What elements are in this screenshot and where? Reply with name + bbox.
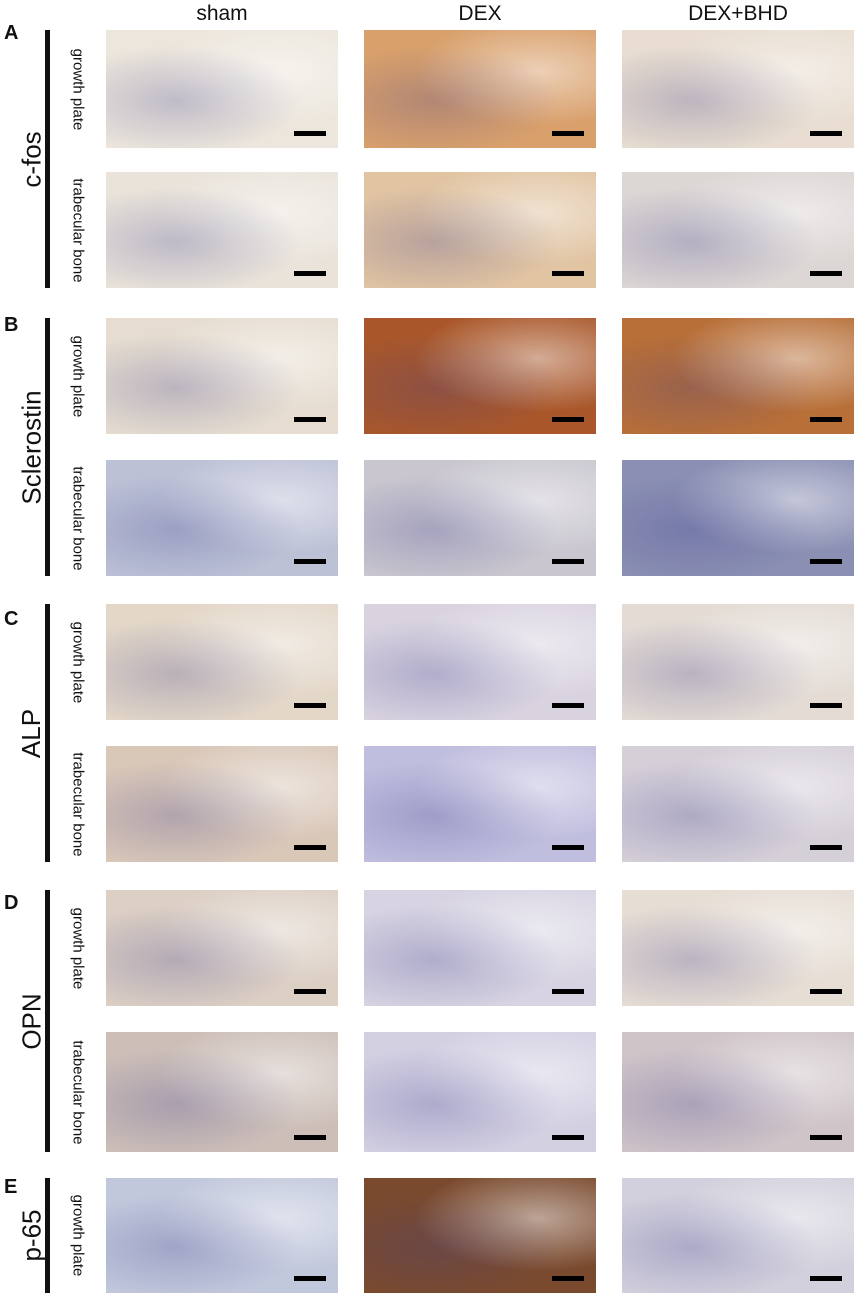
scale-bar xyxy=(294,1135,326,1140)
micrograph-c-fos-trabecular-bone-sham xyxy=(106,172,338,288)
scale-bar xyxy=(810,417,842,422)
panel-letter-a: A xyxy=(4,22,19,44)
micrograph-opn-trabecular-bone-dex-bhd xyxy=(622,1032,854,1152)
column-header-sham: sham xyxy=(196,2,248,25)
scale-bar xyxy=(294,559,326,564)
row-label-trabecular-bone: trabecular bone xyxy=(69,751,87,857)
scale-bar xyxy=(552,703,584,708)
scale-bar xyxy=(294,845,326,850)
row-label-growth-plate: growth plate xyxy=(69,335,87,417)
micrograph-alp-growth-plate-dex xyxy=(364,604,596,720)
scale-bar xyxy=(552,1276,584,1281)
micrograph-sclerostin-trabecular-bone-dex xyxy=(364,460,596,576)
micrograph-opn-growth-plate-dex xyxy=(364,890,596,1006)
micrograph-alp-trabecular-bone-sham xyxy=(106,746,338,862)
scale-bar xyxy=(294,703,326,708)
scale-bar xyxy=(294,131,326,136)
scale-bar xyxy=(552,131,584,136)
micrograph-opn-trabecular-bone-sham xyxy=(106,1032,338,1152)
micrograph-alp-growth-plate-sham xyxy=(106,604,338,720)
panel-divider-d xyxy=(45,890,50,1152)
micrograph-sclerostin-growth-plate-dex-bhd xyxy=(622,318,854,434)
panel-divider-b xyxy=(45,318,50,576)
micrograph-opn-trabecular-bone-dex xyxy=(364,1032,596,1152)
row-label-growth-plate: growth plate xyxy=(69,1194,87,1277)
scale-bar xyxy=(294,417,326,422)
micrograph-sclerostin-growth-plate-sham xyxy=(106,318,338,434)
scale-bar xyxy=(810,1276,842,1281)
micrograph-alp-trabecular-bone-dex-bhd xyxy=(622,746,854,862)
micrograph-alp-growth-plate-dex-bhd xyxy=(622,604,854,720)
scale-bar xyxy=(810,845,842,850)
scale-bar xyxy=(294,271,326,276)
scale-bar xyxy=(810,1135,842,1140)
micrograph-p-65-growth-plate-dex xyxy=(364,1178,596,1293)
row-label-growth-plate: growth plate xyxy=(69,621,87,703)
micrograph-sclerostin-growth-plate-dex xyxy=(364,318,596,434)
scale-bar xyxy=(552,417,584,422)
panel-divider-e xyxy=(45,1178,50,1293)
scale-bar xyxy=(810,131,842,136)
scale-bar xyxy=(552,845,584,850)
scale-bar xyxy=(294,989,326,994)
micrograph-sclerostin-trabecular-bone-dex-bhd xyxy=(622,460,854,576)
row-label-trabecular-bone: trabecular bone xyxy=(69,177,87,283)
scale-bar xyxy=(552,989,584,994)
panel-letter-e: E xyxy=(4,1176,18,1198)
row-label-growth-plate: growth plate xyxy=(69,907,87,989)
scale-bar xyxy=(810,989,842,994)
panel-divider-a xyxy=(45,30,50,288)
micrograph-p-65-growth-plate-dex-bhd xyxy=(622,1178,854,1293)
row-label-trabecular-bone: trabecular bone xyxy=(69,465,87,571)
scale-bar xyxy=(810,271,842,276)
panel-letter-d: D xyxy=(4,892,19,914)
panel-letter-b: B xyxy=(4,314,19,336)
micrograph-c-fos-trabecular-bone-dex-bhd xyxy=(622,172,854,288)
panel-letter-c: C xyxy=(4,608,19,630)
scale-bar xyxy=(294,1276,326,1281)
panel-divider-c xyxy=(45,604,50,862)
micrograph-opn-growth-plate-dex-bhd xyxy=(622,890,854,1006)
micrograph-sclerostin-trabecular-bone-sham xyxy=(106,460,338,576)
micrograph-c-fos-growth-plate-sham xyxy=(106,30,338,148)
scale-bar xyxy=(810,703,842,708)
column-header-dex: DEX xyxy=(458,2,502,25)
micrograph-c-fos-growth-plate-dex xyxy=(364,30,596,148)
column-header-dex-bhd: DEX+BHD xyxy=(688,2,788,25)
micrograph-alp-trabecular-bone-dex xyxy=(364,746,596,862)
scale-bar xyxy=(552,271,584,276)
scale-bar xyxy=(552,1135,584,1140)
row-label-growth-plate: growth plate xyxy=(69,48,87,130)
micrograph-c-fos-growth-plate-dex-bhd xyxy=(622,30,854,148)
micrograph-opn-growth-plate-sham xyxy=(106,890,338,1006)
scale-bar xyxy=(552,559,584,564)
scale-bar xyxy=(810,559,842,564)
row-label-trabecular-bone: trabecular bone xyxy=(69,1039,87,1145)
micrograph-p-65-growth-plate-sham xyxy=(106,1178,338,1293)
micrograph-c-fos-trabecular-bone-dex xyxy=(364,172,596,288)
